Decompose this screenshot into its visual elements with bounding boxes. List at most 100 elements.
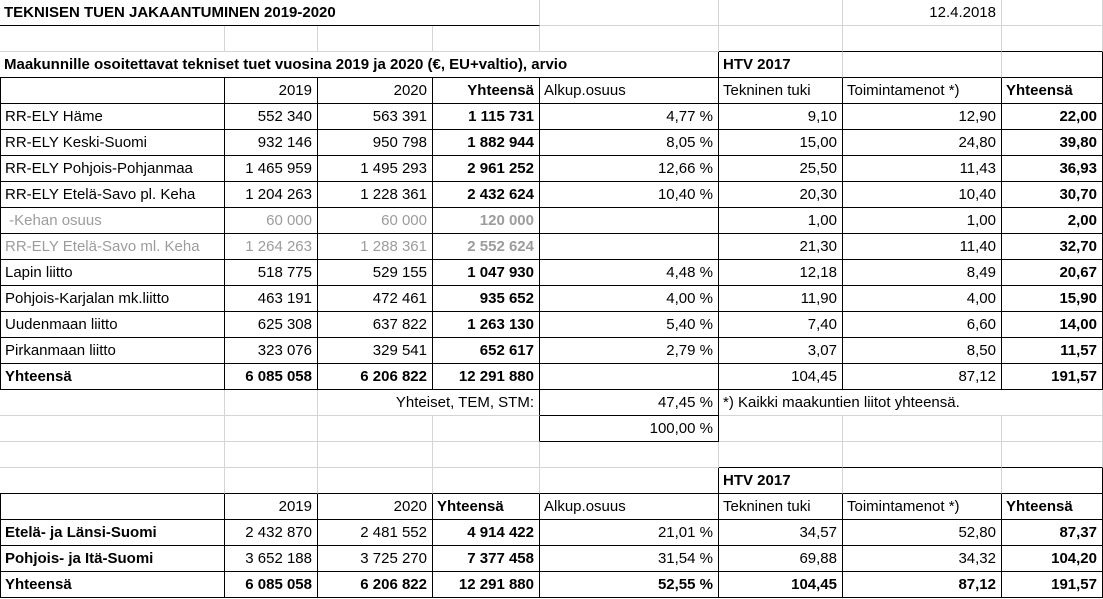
- table1-header-2019[interactable]: 2019: [225, 78, 318, 104]
- cell-r18[interactable]: [433, 442, 540, 468]
- table2-row-1-oper[interactable]: 34,32: [843, 546, 1002, 572]
- cell-r18[interactable]: [225, 442, 318, 468]
- cell-r16[interactable]: [225, 390, 318, 416]
- table1-row-5-htv-total[interactable]: 32,70: [1002, 234, 1103, 260]
- table1-row-8-htv-total[interactable]: 14,00: [1002, 312, 1103, 338]
- table1-row-0-label[interactable]: RR-ELY Häme: [0, 104, 225, 130]
- table1-row-3-share[interactable]: 10,40 %: [540, 182, 719, 208]
- table1-header-blank[interactable]: [0, 78, 225, 104]
- cell-r17[interactable]: [318, 416, 433, 442]
- table1-row-3-label[interactable]: RR-ELY Etelä-Savo pl. Keha: [0, 182, 225, 208]
- cell-r17[interactable]: [843, 416, 1002, 442]
- table1-row-7-label[interactable]: Pohjois-Karjalan mk.liitto: [0, 286, 225, 312]
- table2-row-2-2019[interactable]: 6 085 058: [225, 572, 318, 598]
- shared-tem-stm-share[interactable]: 47,45 %: [540, 390, 719, 416]
- table1-row-7-total[interactable]: 935 652: [433, 286, 540, 312]
- table2-row-2-htv-total[interactable]: 191,57: [1002, 572, 1103, 598]
- table1-row-7-share[interactable]: 4,00 %: [540, 286, 719, 312]
- table1-row-2-label[interactable]: RR-ELY Pohjois-Pohjanmaa: [0, 156, 225, 182]
- table2-row-0-htv-total[interactable]: 87,37: [1002, 520, 1103, 546]
- table1-row-8-2020[interactable]: 637 822: [318, 312, 433, 338]
- table2-row-2-oper[interactable]: 87,12: [843, 572, 1002, 598]
- cell-r2[interactable]: [540, 26, 719, 52]
- table1-row-3-oper[interactable]: 10,40: [843, 182, 1002, 208]
- cell-r18[interactable]: [843, 442, 1002, 468]
- table1-header-oper[interactable]: Toimintamenot *): [843, 78, 1002, 104]
- table2-row-1-2019[interactable]: 3 652 188: [225, 546, 318, 572]
- table1-row-9-oper[interactable]: 8,50: [843, 338, 1002, 364]
- table1-row-0-share[interactable]: 4,77 %: [540, 104, 719, 130]
- table1-row-4-htv-total[interactable]: 2,00: [1002, 208, 1103, 234]
- cell-r19[interactable]: [318, 468, 433, 494]
- table1-row-6-tech[interactable]: 12,18: [719, 260, 843, 286]
- table1-row-7-htv-total[interactable]: 15,90: [1002, 286, 1103, 312]
- table1-row-0-htv-total[interactable]: 22,00: [1002, 104, 1103, 130]
- table1-row-1-label[interactable]: RR-ELY Keski-Suomi: [0, 130, 225, 156]
- table1-row-9-tech[interactable]: 3,07: [719, 338, 843, 364]
- table2-row-2-label[interactable]: Yhteensä: [0, 572, 225, 598]
- table1-row-1-oper[interactable]: 24,80: [843, 130, 1002, 156]
- table1-row-4-tech[interactable]: 1,00: [719, 208, 843, 234]
- table2-row-1-share[interactable]: 31,54 %: [540, 546, 719, 572]
- cell-r2[interactable]: [225, 26, 318, 52]
- table1-row-4-oper[interactable]: 1,00: [843, 208, 1002, 234]
- table2-header-tech[interactable]: Tekninen tuki: [719, 494, 843, 520]
- table2-row-2-total[interactable]: 12 291 880: [433, 572, 540, 598]
- table1-row-8-share[interactable]: 5,40 %: [540, 312, 719, 338]
- table1-row-8-2019[interactable]: 625 308: [225, 312, 318, 338]
- table1-row-1-2019[interactable]: 932 146: [225, 130, 318, 156]
- cell-r19[interactable]: [540, 468, 719, 494]
- table1-row-0-total[interactable]: 1 115 731: [433, 104, 540, 130]
- table1-row-3-2019[interactable]: 1 204 263: [225, 182, 318, 208]
- table1-total-2019[interactable]: 6 085 058: [225, 364, 318, 390]
- table1-row-5-oper[interactable]: 11,40: [843, 234, 1002, 260]
- cell-r2[interactable]: [433, 26, 540, 52]
- table1-row-8-oper[interactable]: 6,60: [843, 312, 1002, 338]
- table2-row-1-label[interactable]: Pohjois- ja Itä-Suomi: [0, 546, 225, 572]
- table1-row-7-2019[interactable]: 463 191: [225, 286, 318, 312]
- table1-row-3-tech[interactable]: 20,30: [719, 182, 843, 208]
- table1-row-9-label[interactable]: Pirkanmaan liitto: [0, 338, 225, 364]
- table1-row-2-2019[interactable]: 1 465 959: [225, 156, 318, 182]
- cell-r3[interactable]: [1002, 52, 1103, 78]
- table1-row-2-2020[interactable]: 1 495 293: [318, 156, 433, 182]
- cell-r18[interactable]: [719, 442, 843, 468]
- grand-share-total[interactable]: 100,00 %: [540, 416, 719, 442]
- table1-header-tech[interactable]: Tekninen tuki: [719, 78, 843, 104]
- table1-row-1-tech[interactable]: 15,00: [719, 130, 843, 156]
- table2-header-total[interactable]: Yhteensä: [433, 494, 540, 520]
- table2-row-0-total[interactable]: 4 914 422: [433, 520, 540, 546]
- table1-row-4-2020[interactable]: 60 000: [318, 208, 433, 234]
- table2-row-0-2020[interactable]: 2 481 552: [318, 520, 433, 546]
- table1-row-2-total[interactable]: 2 961 252: [433, 156, 540, 182]
- table1-row-7-2020[interactable]: 472 461: [318, 286, 433, 312]
- table1-row-6-htv-total[interactable]: 20,67: [1002, 260, 1103, 286]
- table2-header-blank[interactable]: [0, 494, 225, 520]
- cell-r19[interactable]: [1002, 468, 1103, 494]
- table2-row-0-oper[interactable]: 52,80: [843, 520, 1002, 546]
- table1-row-6-label[interactable]: Lapin liitto: [0, 260, 225, 286]
- table1-row-6-2019[interactable]: 518 775: [225, 260, 318, 286]
- table1-total-oper[interactable]: 87,12: [843, 364, 1002, 390]
- table2-row-1-total[interactable]: 7 377 458: [433, 546, 540, 572]
- table1-row-1-total[interactable]: 1 882 944: [433, 130, 540, 156]
- sheet-title[interactable]: TEKNISEN TUEN JAKAANTUMINEN 2019-2020: [0, 0, 540, 26]
- table1-row-8-label[interactable]: Uudenmaan liitto: [0, 312, 225, 338]
- table2-header-oper[interactable]: Toimintamenot *): [843, 494, 1002, 520]
- table1-row-9-2019[interactable]: 323 076: [225, 338, 318, 364]
- cell-r2[interactable]: [843, 26, 1002, 52]
- table2-row-2-2020[interactable]: 6 206 822: [318, 572, 433, 598]
- cell-r3[interactable]: [843, 52, 1002, 78]
- table1-row-9-2020[interactable]: 329 541: [318, 338, 433, 364]
- cell-r18[interactable]: [318, 442, 433, 468]
- cell-r2[interactable]: [719, 26, 843, 52]
- cell-r17[interactable]: [0, 416, 225, 442]
- cell-r1[interactable]: [719, 0, 843, 26]
- table1-row-3-total[interactable]: 2 432 624: [433, 182, 540, 208]
- table1-total-label[interactable]: Yhteensä: [0, 364, 225, 390]
- table1-row-2-share[interactable]: 12,66 %: [540, 156, 719, 182]
- cell-r19[interactable]: [225, 468, 318, 494]
- table1-row-3-htv-total[interactable]: 30,70: [1002, 182, 1103, 208]
- table1-total-2020[interactable]: 6 206 822: [318, 364, 433, 390]
- table1-row-0-2020[interactable]: 563 391: [318, 104, 433, 130]
